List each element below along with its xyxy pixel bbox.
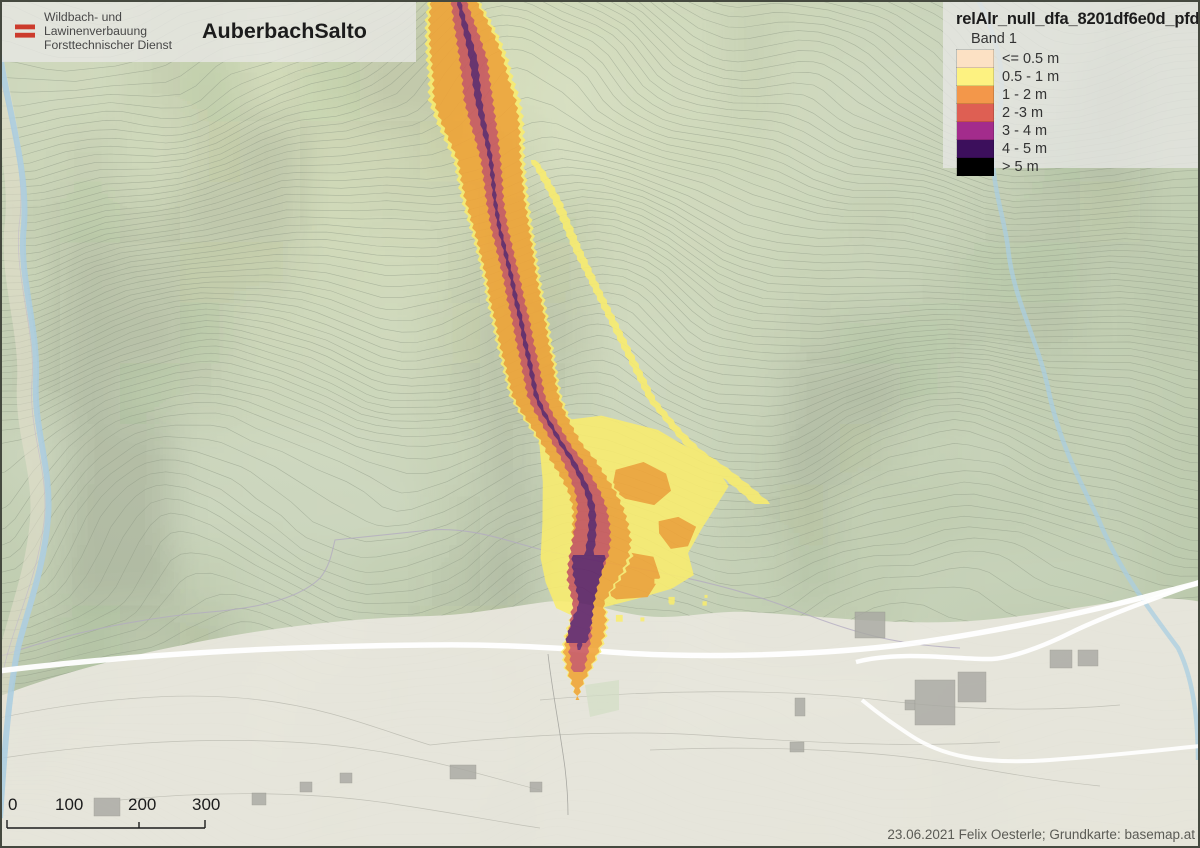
svg-text:100: 100: [55, 795, 83, 814]
svg-text:0: 0: [8, 795, 17, 814]
svg-text:300 m: 300 m: [192, 795, 220, 814]
svg-text:200: 200: [128, 795, 156, 814]
